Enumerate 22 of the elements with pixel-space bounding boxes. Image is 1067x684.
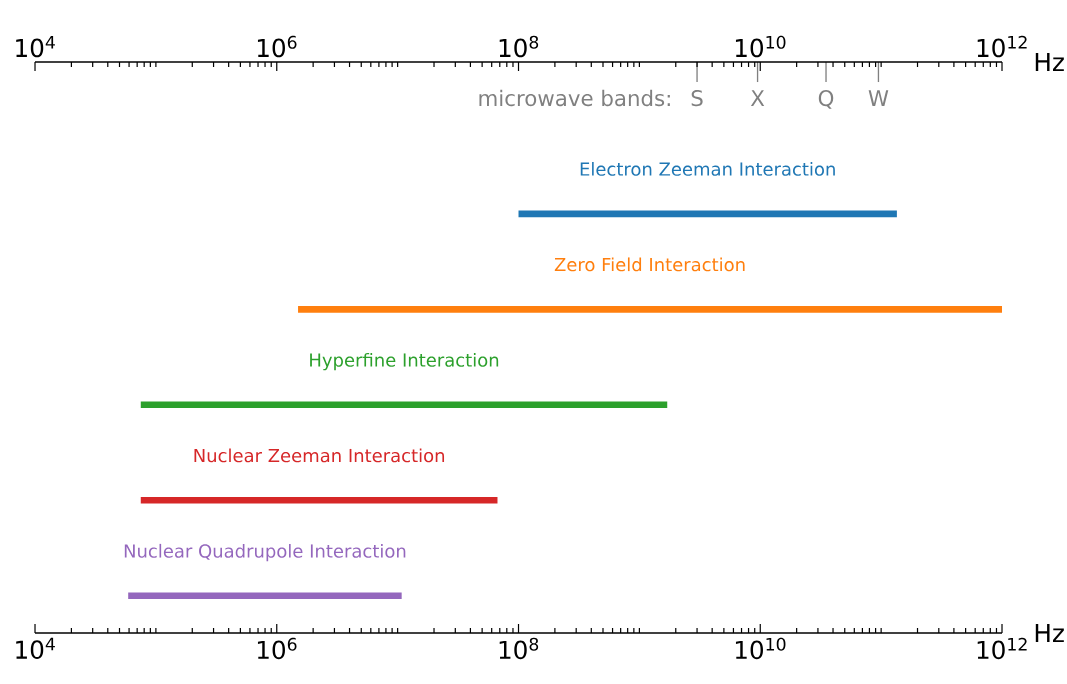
ref-line-label: Q [818, 90, 834, 109]
text: microwave bands: [479, 89, 670, 107]
ref-line-label: W [868, 90, 889, 106]
y-tick-label: Hyperfine Interaction [310, 352, 499, 371]
x-tick-label: 10$^{6}$ [257, 637, 297, 660]
text: 10$^{4}$ [16, 35, 55, 58]
x-axis-title: Hz [1035, 623, 1064, 642]
text: 10$^{6}$ [257, 35, 297, 58]
text: 10$^{8}$ [499, 35, 539, 58]
y-tick-label: Zero Field Interaction [554, 257, 745, 272]
x-tick-label: 10$^{10}$ [735, 637, 786, 660]
x-tick-label: 10$^{8}$ [499, 637, 539, 660]
ref-line-label: S [691, 90, 703, 107]
x-tick-label: 10$^{4}$ [16, 637, 55, 659]
text: 10$^{10}$ [735, 35, 786, 58]
x-tick-label: 10$^{12}$ [977, 637, 1027, 660]
text: Hz [1035, 52, 1064, 71]
y-tick-label: Electron Zeeman Interaction [580, 161, 835, 176]
ref-line-label: X [750, 90, 765, 106]
y-tick-label: Nuclear Zeeman Interaction [194, 448, 445, 463]
text: 10$^{12}$ [977, 35, 1027, 58]
y-tick-label: Nuclear Quadrupole Interaction [124, 543, 406, 562]
